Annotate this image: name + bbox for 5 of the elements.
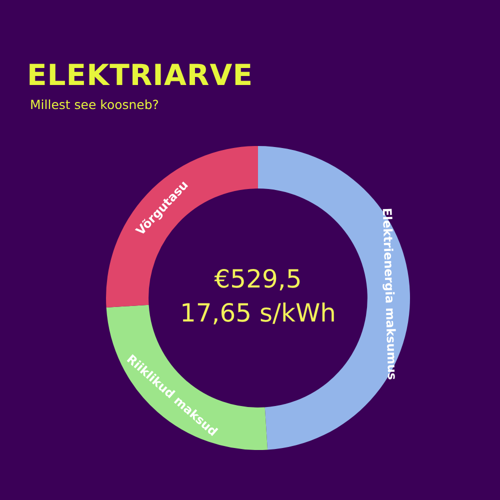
slice-label: Elektrienergia maksumus [380,208,400,380]
text: €529,5 [214,264,302,294]
chart-title: ELEKTRIARVE [27,58,254,92]
chart-subtitle: Millest see koosneb? [30,97,159,112]
text: 17,65 s/kWh [180,298,336,328]
